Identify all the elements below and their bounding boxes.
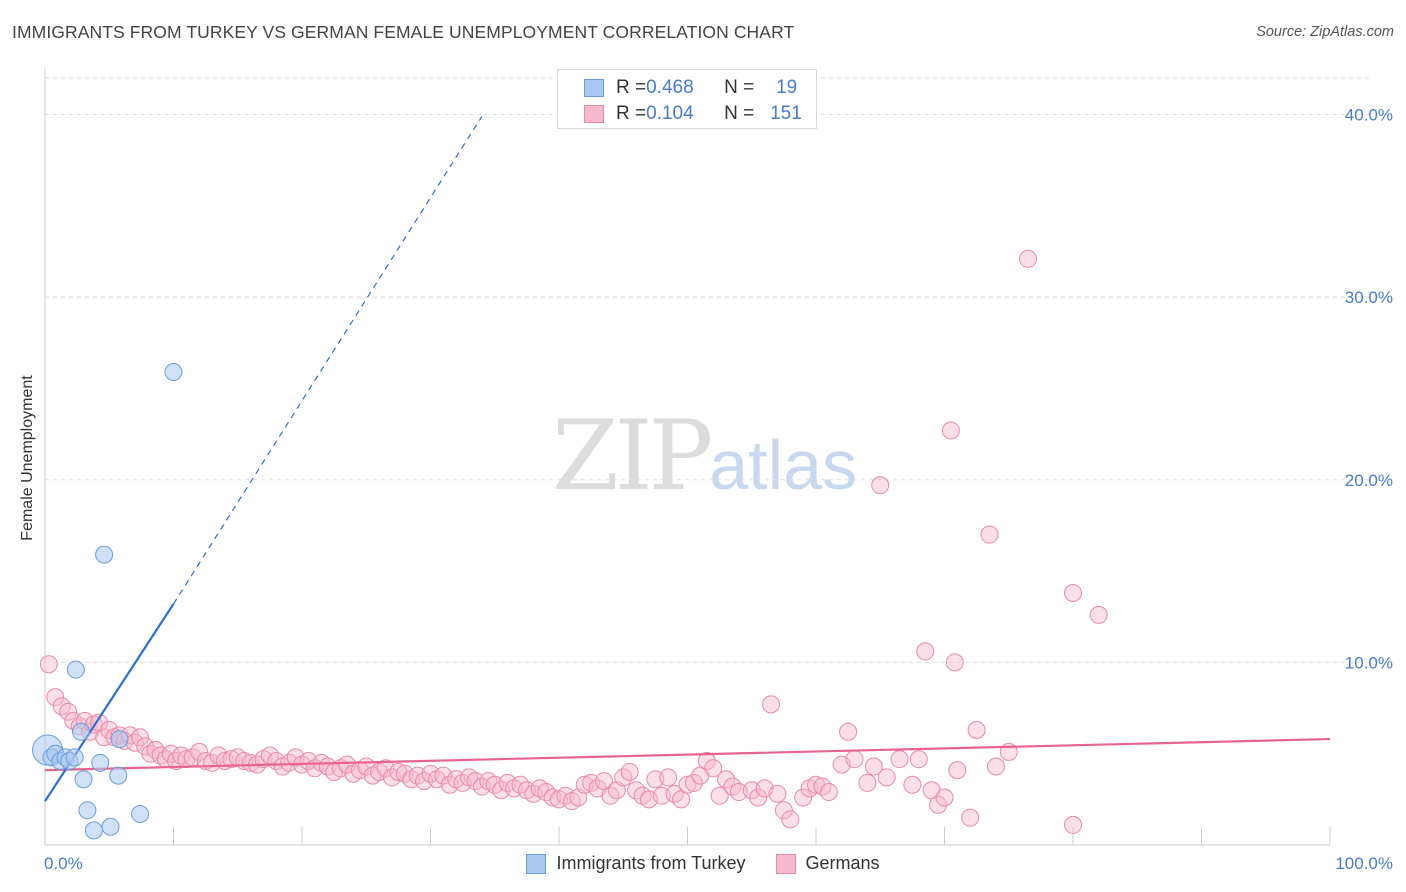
germans-point [871, 476, 890, 495]
turkey-point [131, 804, 150, 823]
germans-point [945, 653, 964, 672]
stats-legend-row-turkey: R = 0.468 N = 19 [584, 77, 797, 99]
germans-point [794, 788, 813, 807]
y-tick-label: 10.0% [1345, 653, 1393, 672]
turkey-point [110, 730, 129, 749]
r-value: 0.468 [646, 77, 694, 98]
germans-point [684, 773, 703, 792]
germans-point [659, 768, 678, 787]
germans-point [620, 762, 639, 781]
n-value: 19 [776, 77, 798, 98]
legend-item-germans[interactable]: Germans [775, 853, 880, 874]
germans-point [916, 642, 935, 661]
turkey-point [109, 766, 128, 785]
r-label: R = [616, 77, 647, 98]
legend-item-turkey[interactable]: Immigrants from Turkey [526, 853, 746, 874]
stats-legend-row-germans: R = 0.104 N = 151 [584, 103, 802, 125]
germans-point [1064, 583, 1082, 602]
watermark: ZIPatlas [552, 400, 857, 512]
germans-point [961, 808, 980, 827]
germans-point [935, 788, 954, 807]
germans-point [948, 761, 967, 780]
germans-point [710, 786, 729, 805]
germans-point [1019, 249, 1038, 268]
turkey-point [78, 801, 97, 820]
germans-point [762, 695, 781, 714]
y-axis-label: Female Unemployment [19, 375, 36, 541]
germans-point [172, 746, 191, 765]
germans-point [909, 750, 928, 769]
y-tick-label: 20.0% [1345, 471, 1393, 490]
germans-point [749, 788, 768, 807]
legend-swatch-pink [584, 105, 604, 123]
legend-swatch-blue [584, 79, 604, 97]
germans-point [845, 750, 864, 769]
r-value: 0.104 [646, 103, 694, 124]
stats-legend: R = 0.468 N = 19 R = 0.104 N = 151 [557, 69, 817, 129]
legend-swatch-pink [775, 853, 796, 874]
turkey-point [65, 748, 84, 767]
legend-label-turkey: Immigrants from Turkey [556, 853, 746, 873]
germans-point [39, 655, 58, 674]
germans-point [980, 525, 999, 544]
watermark-zip: ZIP [552, 400, 713, 512]
series-legend: Immigrants from Turkey Germans [0, 853, 1406, 874]
germans-point [877, 768, 896, 787]
germans-point [768, 784, 787, 803]
germans-point [941, 421, 960, 440]
germans-point [967, 720, 986, 739]
turkey-point [71, 722, 90, 741]
turkey-point [101, 817, 120, 836]
turkey-point [84, 821, 103, 840]
germans-trendline [44, 737, 1331, 772]
germans-point [678, 775, 697, 794]
germans-point [704, 759, 723, 778]
germans-point [146, 741, 165, 760]
germans-point [903, 775, 922, 794]
germans-point [839, 722, 858, 741]
germans-point [819, 783, 838, 802]
n-value: 151 [770, 103, 802, 124]
y-tick-label: 40.0% [1345, 106, 1393, 125]
n-label: N = [724, 77, 755, 98]
source-label: Source: ZipAtlas.com [1256, 24, 1394, 40]
germans-point [929, 795, 948, 814]
germans-point [59, 702, 78, 721]
germans-point [890, 750, 909, 769]
legend-label-germans: Germans [805, 853, 880, 873]
germans-point [190, 742, 209, 761]
n-label: N = [724, 103, 755, 124]
turkey-trendline-extension [172, 116, 483, 605]
germans-point [46, 688, 65, 707]
chart-title: IMMIGRANTS FROM TURKEY VS GERMAN FEMALE … [12, 22, 795, 42]
germans-point [1089, 605, 1108, 624]
y-tick-label: 30.0% [1345, 288, 1393, 307]
turkey-point [95, 545, 114, 564]
x-tick-label: 0.0% [44, 854, 83, 873]
turkey-point [74, 770, 93, 789]
turkey-point [91, 753, 110, 772]
r-label: R = [616, 103, 647, 124]
germans-point [986, 757, 1005, 776]
x-tick-label: 100.0% [1335, 854, 1393, 873]
germans-point [864, 757, 883, 776]
watermark-atlas: atlas [709, 426, 858, 504]
germans-point [131, 728, 150, 747]
germans-point [774, 801, 793, 820]
turkey-point [164, 363, 183, 382]
germans-point [781, 810, 800, 829]
germans-point [717, 770, 736, 789]
turkey-point [66, 660, 85, 679]
germans-point [858, 773, 877, 792]
germans-point [697, 751, 716, 770]
germans-point [1064, 815, 1082, 834]
legend-swatch-blue [526, 853, 547, 874]
germans-point [89, 713, 108, 732]
